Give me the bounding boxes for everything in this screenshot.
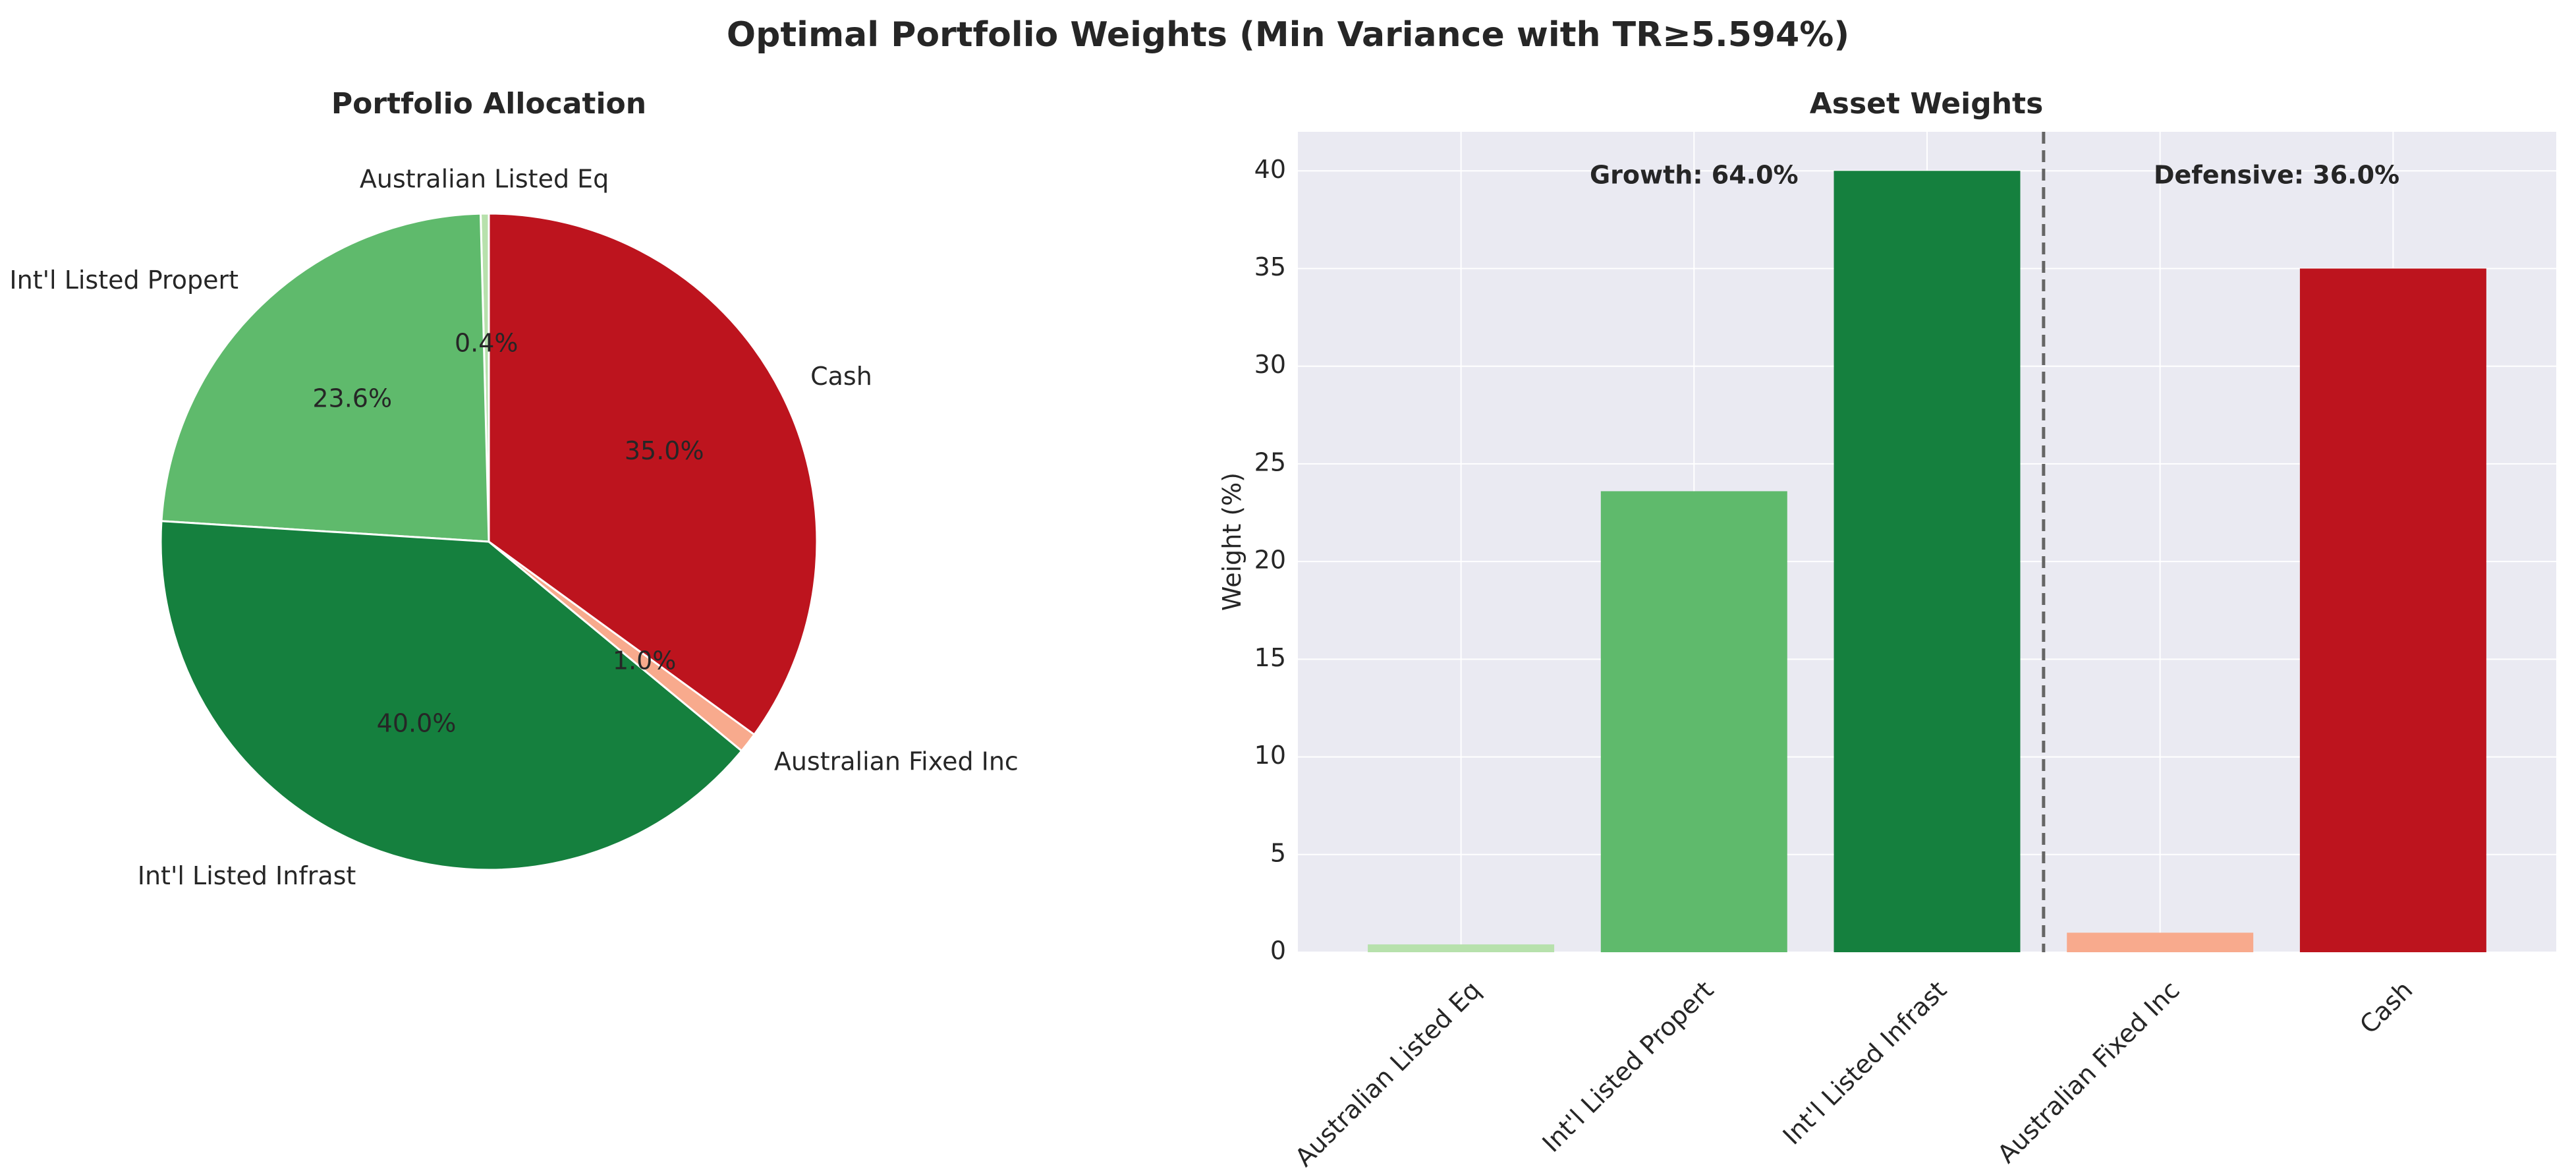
pie-pct-cash: 35.0% <box>625 436 704 465</box>
x-tick-int-l-listed-propert: Int'l Listed Propert <box>1537 975 1720 1158</box>
x-tick-australian-listed-eq: Australian Listed Eq <box>1289 975 1486 1171</box>
bars <box>1368 171 2486 953</box>
y-tick-10: 10 <box>1254 741 1286 770</box>
pie-pct-australian-listed-eq: 0.4% <box>455 329 518 358</box>
y-axis-label: Weight (%) <box>1218 472 1246 611</box>
y-tick-0: 0 <box>1270 936 1286 965</box>
pie-pct-int-l-listed-infrast: 40.0% <box>377 708 457 737</box>
bar-int-l-listed-infrast <box>1834 171 2021 953</box>
bar-title: Asset Weights <box>1810 87 2044 121</box>
y-tick-5: 5 <box>1270 838 1286 867</box>
pie-label-australian-fixed-inc: Australian Fixed Inc <box>774 747 1019 776</box>
bar-australian-listed-eq <box>1368 944 1555 952</box>
pie-label-int-l-listed-infrast: Int'l Listed Infrast <box>138 861 356 890</box>
annotation-growth: Growth: 64.0% <box>1590 160 1799 189</box>
bar-chart: Asset Weights 0 5 10 15 20 25 30 35 40 Growth: 6… <box>1218 87 2556 1171</box>
pie-labels: Australian Listed Eq 0.4% Int'l Listed Pro… <box>9 165 1018 890</box>
x-tick-cash: Cash <box>2354 975 2418 1039</box>
pie-pct-australian-fixed-inc: 1.0% <box>613 646 677 675</box>
x-tick-labels: Australian Listed Eq Int'l Listed Propert… <box>1289 975 2418 1171</box>
y-tick-20: 20 <box>1254 546 1286 575</box>
pie-chart: Portfolio Allocation Australian Listed E… <box>9 87 1018 890</box>
annotation-defensive: Defensive: 36.0% <box>2154 160 2399 189</box>
bar-cash <box>2299 268 2486 952</box>
pie-label-australian-listed-eq: Australian Listed Eq <box>360 165 609 194</box>
y-tick-15: 15 <box>1254 643 1286 672</box>
y-tick-35: 35 <box>1254 252 1286 281</box>
pie-label-cash: Cash <box>810 362 872 391</box>
y-tick-40: 40 <box>1254 155 1286 184</box>
pie-slices <box>159 212 818 871</box>
x-tick-int-l-listed-infrast: Int'l Listed Infrast <box>1778 975 1953 1151</box>
figure-title: Optimal Portfolio Weights (Min Variance … <box>727 15 1849 55</box>
bar-australian-fixed-inc <box>2067 932 2254 952</box>
pie-label-int-l-listed-propert: Int'l Listed Propert <box>9 266 238 295</box>
annotations: Growth: 64.0% Defensive: 36.0% <box>1590 160 2399 189</box>
y-tick-30: 30 <box>1254 350 1286 379</box>
pie-slice-cash <box>488 212 818 736</box>
pie-title: Portfolio Allocation <box>331 87 646 121</box>
pie-slice-int-l-listed-infrast <box>159 520 743 871</box>
y-tick-25: 25 <box>1254 447 1286 476</box>
x-tick-australian-fixed-inc: Australian Fixed Inc <box>1992 975 2185 1168</box>
pie-slice-int-l-listed-propert <box>160 212 490 543</box>
y-tick-labels: 0 5 10 15 20 25 30 35 40 <box>1254 155 1286 965</box>
pie-pct-int-l-listed-propert: 23.6% <box>312 384 392 413</box>
bar-int-l-listed-propert <box>1600 491 1787 952</box>
